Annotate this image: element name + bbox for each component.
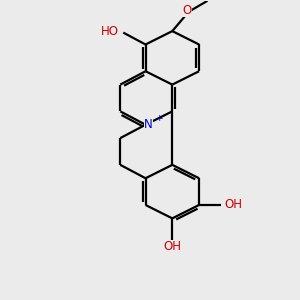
Text: +: + <box>155 114 163 123</box>
Text: N: N <box>144 118 153 131</box>
Text: OH: OH <box>163 240 181 253</box>
Text: HO: HO <box>101 25 119 38</box>
Text: O: O <box>182 4 192 17</box>
Text: OH: OH <box>224 199 242 212</box>
